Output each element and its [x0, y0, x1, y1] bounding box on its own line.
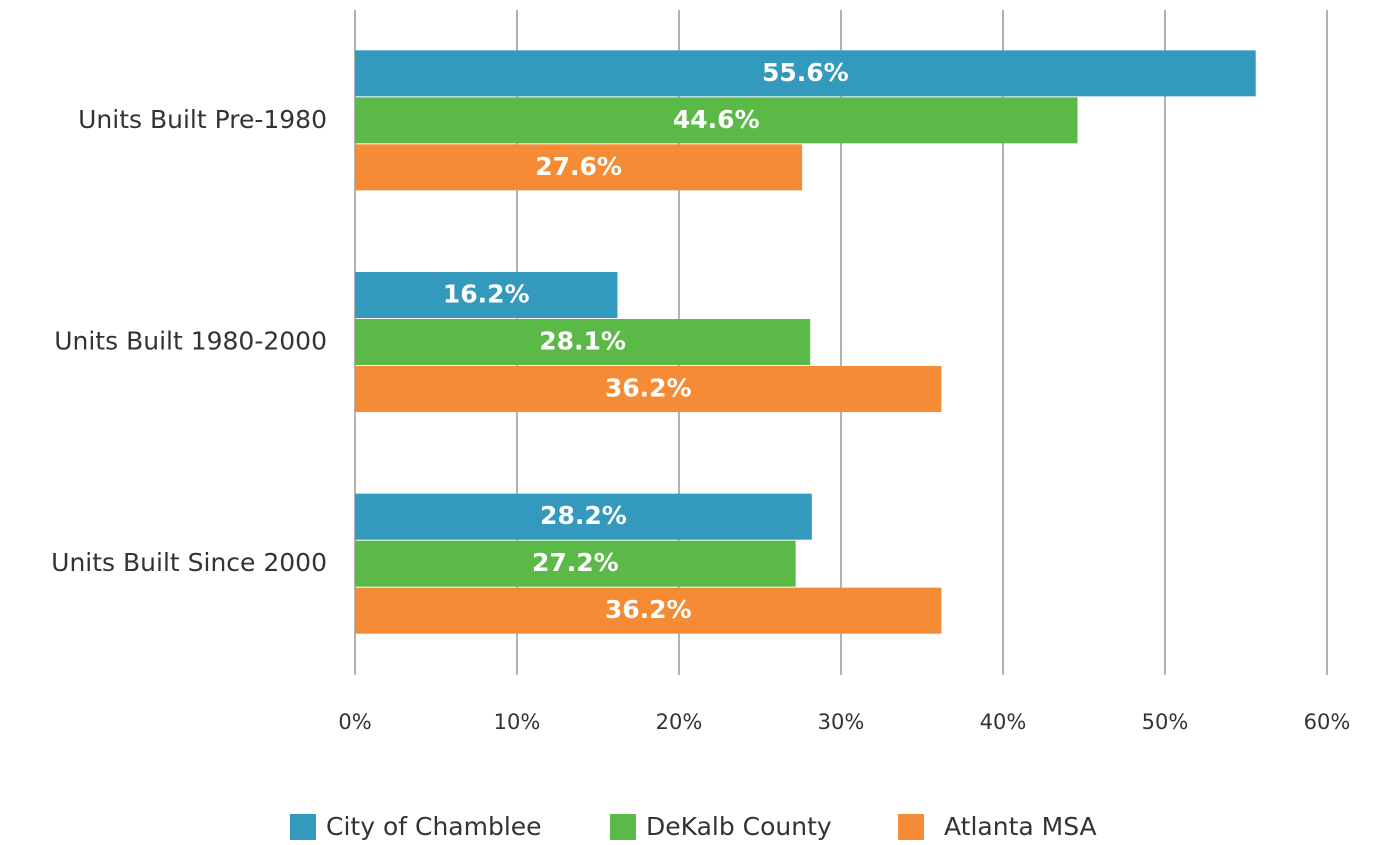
bar — [355, 540, 796, 587]
value-label: 36.2% — [605, 374, 692, 403]
bar — [355, 366, 942, 412]
category-label: Units Built Pre-1980 — [78, 105, 327, 134]
x-tick-label: 60% — [1304, 710, 1351, 734]
bar — [355, 144, 803, 191]
value-label: 44.6% — [673, 105, 760, 134]
legend-swatch — [290, 814, 316, 840]
bar — [355, 493, 812, 540]
legend-swatch — [898, 814, 924, 840]
bar — [355, 272, 618, 318]
legend-label: Atlanta MSA — [944, 812, 1097, 841]
x-tick-label: 0% — [338, 710, 371, 734]
category-label: Units Built Since 2000 — [51, 548, 327, 577]
value-label: 55.6% — [762, 58, 849, 87]
legend-label: DeKalb County — [646, 812, 832, 841]
value-label: 28.1% — [539, 327, 626, 356]
x-tick-label: 50% — [1142, 710, 1189, 734]
value-label: 28.2% — [540, 501, 627, 530]
x-tick-label: 20% — [656, 710, 703, 734]
legend-label: City of Chamblee — [326, 812, 542, 841]
value-label: 16.2% — [443, 280, 530, 309]
x-tick-label: 10% — [494, 710, 541, 734]
value-label: 27.6% — [535, 152, 622, 181]
x-tick-label: 30% — [818, 710, 865, 734]
bar — [355, 587, 942, 634]
x-tick-label: 40% — [980, 710, 1027, 734]
bar — [355, 97, 1078, 144]
bar — [355, 50, 1256, 97]
legend-swatch — [610, 814, 636, 840]
bar — [355, 319, 811, 365]
value-label: 27.2% — [532, 548, 619, 577]
value-label: 36.2% — [605, 595, 692, 624]
category-label: Units Built 1980-2000 — [54, 327, 327, 356]
